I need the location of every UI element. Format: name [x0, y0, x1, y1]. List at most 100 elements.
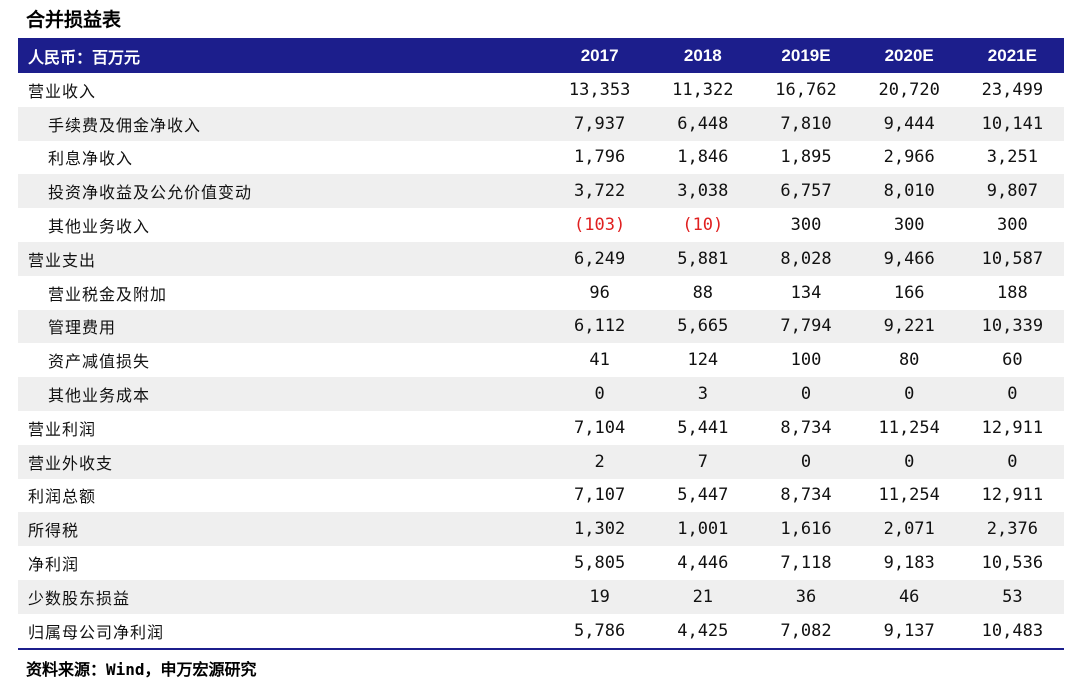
table-row: 营业支出 6,249 5,881 8,028 9,466 10,587 [18, 241, 1064, 276]
row-value: 10,587 [981, 248, 1044, 269]
income-statement-table: 人民币：百万元 2017 2018 2019E 2020E 2021E 营业收入… [18, 38, 1064, 648]
row-value: 9,444 [883, 113, 935, 134]
row-value: 300 [997, 215, 1028, 236]
row-value: 80 [898, 350, 920, 371]
row-value: 53 [1002, 586, 1023, 607]
row-value: 13,353 [568, 79, 631, 100]
row-value: 188 [997, 282, 1028, 303]
row-value: 3 [697, 384, 708, 405]
table-row: 利润总额 7,107 5,447 8,734 11,254 12,911 [18, 478, 1064, 513]
row-value: 1,616 [780, 519, 832, 540]
row-value: 12,911 [981, 417, 1044, 438]
row-label: 利息净收入 [48, 149, 134, 169]
row-value: 4,446 [677, 553, 729, 574]
row-value: 5,881 [677, 248, 729, 269]
row-label: 手续费及佣金净收入 [48, 115, 202, 135]
row-value: 6,112 [574, 316, 626, 337]
row-value: 1,846 [677, 147, 729, 168]
table-header-row: 人民币：百万元 2017 2018 2019E 2020E 2021E [18, 38, 1064, 73]
row-value: 7,810 [780, 113, 832, 134]
row-value: 9,466 [883, 248, 935, 269]
row-value: 10,536 [981, 553, 1044, 574]
row-value: 23,499 [981, 79, 1044, 100]
row-value: 5,447 [677, 485, 729, 506]
row-value: (103) [574, 215, 626, 236]
row-label: 所得税 [28, 521, 80, 541]
row-label: 少数股东损益 [28, 588, 131, 608]
row-value: 8,028 [780, 248, 832, 269]
table-row: 手续费及佣金净收入 7,937 6,448 7,810 9,444 10,141 [18, 106, 1064, 141]
row-value: 41 [589, 350, 610, 371]
table-title: 合并损益表 [26, 9, 122, 31]
row-value: 134 [790, 282, 822, 303]
row-value: 7,107 [574, 485, 626, 506]
row-value: 0 [800, 451, 812, 472]
row-label: 净利润 [28, 555, 80, 575]
table-row: 营业收入 13,353 11,322 16,762 20,720 23,499 [18, 73, 1064, 107]
row-value: 36 [795, 586, 817, 607]
row-value: 88 [692, 282, 714, 303]
row-value: 5,441 [677, 417, 729, 438]
row-value: 46 [898, 586, 920, 607]
row-value: 16,762 [775, 79, 837, 100]
row-value: 2 [594, 451, 605, 472]
row-value: 6,448 [677, 113, 729, 134]
row-label: 营业支出 [28, 250, 97, 270]
row-label: 营业收入 [28, 81, 97, 101]
row-label: 营业税金及附加 [48, 284, 168, 304]
table-row: 营业税金及附加 96 88 134 166 188 [18, 275, 1064, 310]
row-value: 5,805 [574, 553, 626, 574]
row-value: 6,249 [574, 248, 626, 269]
row-value: 8,010 [883, 181, 935, 202]
row-value: 3,038 [677, 181, 729, 202]
unit-label: 人民币：百万元 [28, 47, 141, 67]
row-value: 9,807 [986, 181, 1038, 202]
row-value: 0 [1007, 451, 1018, 472]
row-label: 归属母公司净利润 [28, 622, 165, 642]
row-value: 5,786 [574, 620, 626, 641]
row-value: 1,302 [574, 519, 626, 540]
row-value: 0 [800, 384, 812, 405]
table-row: 其他业务成本 0 3 0 0 0 [18, 377, 1064, 411]
row-value: 2,376 [986, 519, 1038, 540]
year-header: 2018 [683, 45, 722, 65]
row-value: 20,720 [878, 79, 940, 100]
row-label: 营业利润 [28, 419, 97, 439]
table-row: 营业利润 7,104 5,441 8,734 11,254 12,911 [18, 410, 1064, 445]
row-value: 124 [687, 350, 719, 371]
year-header: 2017 [580, 45, 619, 65]
year-header: 2020E [884, 45, 934, 65]
row-value: 0 [1007, 384, 1018, 405]
row-label: 其他业务收入 [48, 217, 151, 237]
row-label: 资产减值损失 [48, 352, 151, 372]
source-note: 资料来源：Wind，申万宏源研究 [26, 660, 257, 679]
table-row: 少数股东损益 19 21 36 46 53 [18, 579, 1064, 614]
table-row: 管理费用 6,112 5,665 7,794 9,221 10,339 [18, 309, 1064, 344]
year-header: 2021E [987, 45, 1037, 65]
table-row: 投资净收益及公允价值变动 3,722 3,038 6,757 8,010 9,807 [18, 174, 1064, 209]
row-value: 7,794 [780, 316, 832, 337]
table-row: 归属母公司净利润 5,786 4,425 7,082 9,137 10,483 [18, 613, 1064, 648]
year-header: 2019E [781, 45, 831, 65]
row-value: 8,734 [780, 485, 832, 506]
row-value: 96 [589, 282, 610, 303]
row-value: 1,796 [574, 147, 626, 168]
row-value: 60 [1002, 350, 1023, 371]
row-value: 7,104 [574, 417, 626, 438]
row-label: 利润总额 [28, 487, 97, 507]
row-value: 7,082 [780, 620, 832, 641]
row-value: 300 [893, 215, 925, 236]
row-value: 7,937 [574, 113, 626, 134]
row-value: 12,911 [981, 485, 1044, 506]
row-value: 11,254 [878, 485, 940, 506]
row-value: 0 [594, 384, 605, 405]
row-value: (10) [682, 215, 724, 236]
table-row: 其他业务收入 (103) (10) 300 300 300 [18, 208, 1064, 242]
row-value: 3,722 [574, 181, 626, 202]
row-value: 2,966 [883, 147, 935, 168]
bottom-rule [18, 648, 1064, 650]
row-value: 11,322 [672, 79, 734, 100]
row-value: 11,254 [878, 417, 940, 438]
table-row: 所得税 1,302 1,001 1,616 2,071 2,376 [18, 512, 1064, 547]
row-label: 其他业务成本 [48, 386, 151, 406]
